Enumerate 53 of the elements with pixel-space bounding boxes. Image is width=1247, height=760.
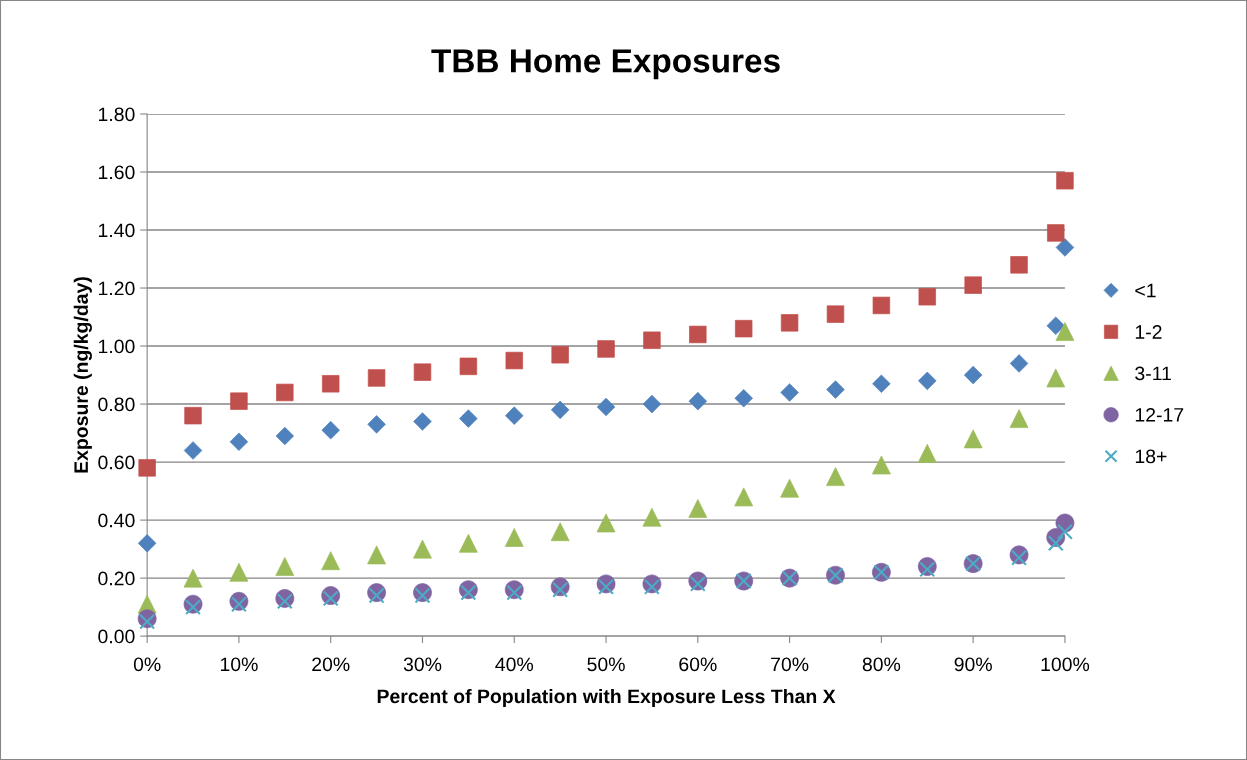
y-tick-label: 1.00 xyxy=(98,339,135,354)
point xyxy=(688,499,708,518)
point xyxy=(551,346,569,364)
legend-label: 12-17 xyxy=(1135,407,1184,422)
y-axis-title: Exposure (ng/kg/day) xyxy=(73,277,92,473)
point xyxy=(183,441,203,460)
point xyxy=(550,522,570,542)
x-tick-label: 90% xyxy=(954,657,992,672)
x-tick-label: 50% xyxy=(587,657,625,672)
x-axis-title: Percent of Population with Exposure Less Than X xyxy=(377,688,836,708)
y-tick-label: 0.00 xyxy=(98,629,135,644)
point xyxy=(1047,535,1064,552)
chart-title: TBB Home Exposures xyxy=(431,49,780,80)
x-tick-label: 30% xyxy=(403,657,442,672)
point xyxy=(919,561,936,578)
point xyxy=(276,593,293,610)
point xyxy=(185,599,202,616)
y-tick-label: 0.80 xyxy=(98,397,135,412)
x-tick-label: 20% xyxy=(312,657,350,672)
x-tick-label: 40% xyxy=(495,657,534,672)
point xyxy=(1056,523,1073,540)
legend-label: <1 xyxy=(1135,283,1156,298)
point xyxy=(368,587,385,604)
x-tick-label: 80% xyxy=(862,657,901,672)
y-tick-label: 1.40 xyxy=(98,223,135,238)
legend-label: 3-11 xyxy=(1135,366,1171,381)
point xyxy=(459,357,478,376)
x-tick-label: 60% xyxy=(679,657,717,672)
point xyxy=(367,369,386,387)
point xyxy=(780,314,799,332)
y-tick-label: 1.20 xyxy=(98,281,135,296)
x-tick-label: 0% xyxy=(133,657,161,672)
point xyxy=(230,596,247,613)
legend-label: 18+ xyxy=(1135,449,1167,464)
point xyxy=(1055,322,1075,341)
legend-label: 1-2 xyxy=(1135,325,1162,339)
x-tick-label: 70% xyxy=(771,657,809,672)
point xyxy=(643,331,661,349)
y-tick-label: 0.20 xyxy=(98,571,135,586)
point xyxy=(460,584,477,601)
point xyxy=(322,590,339,607)
point xyxy=(1009,409,1029,428)
point xyxy=(504,528,524,547)
y-tick-label: 1.60 xyxy=(98,165,135,180)
y-tick-label: 1.80 xyxy=(98,107,135,122)
x-tick-label: 100% xyxy=(1041,657,1090,672)
point xyxy=(275,557,295,576)
y-tick-label: 0.60 xyxy=(98,455,135,470)
x-tick-label: 10% xyxy=(220,657,258,672)
point xyxy=(1047,224,1065,242)
point xyxy=(735,319,753,338)
y-tick-label: 0.40 xyxy=(98,513,135,528)
point xyxy=(414,587,431,604)
